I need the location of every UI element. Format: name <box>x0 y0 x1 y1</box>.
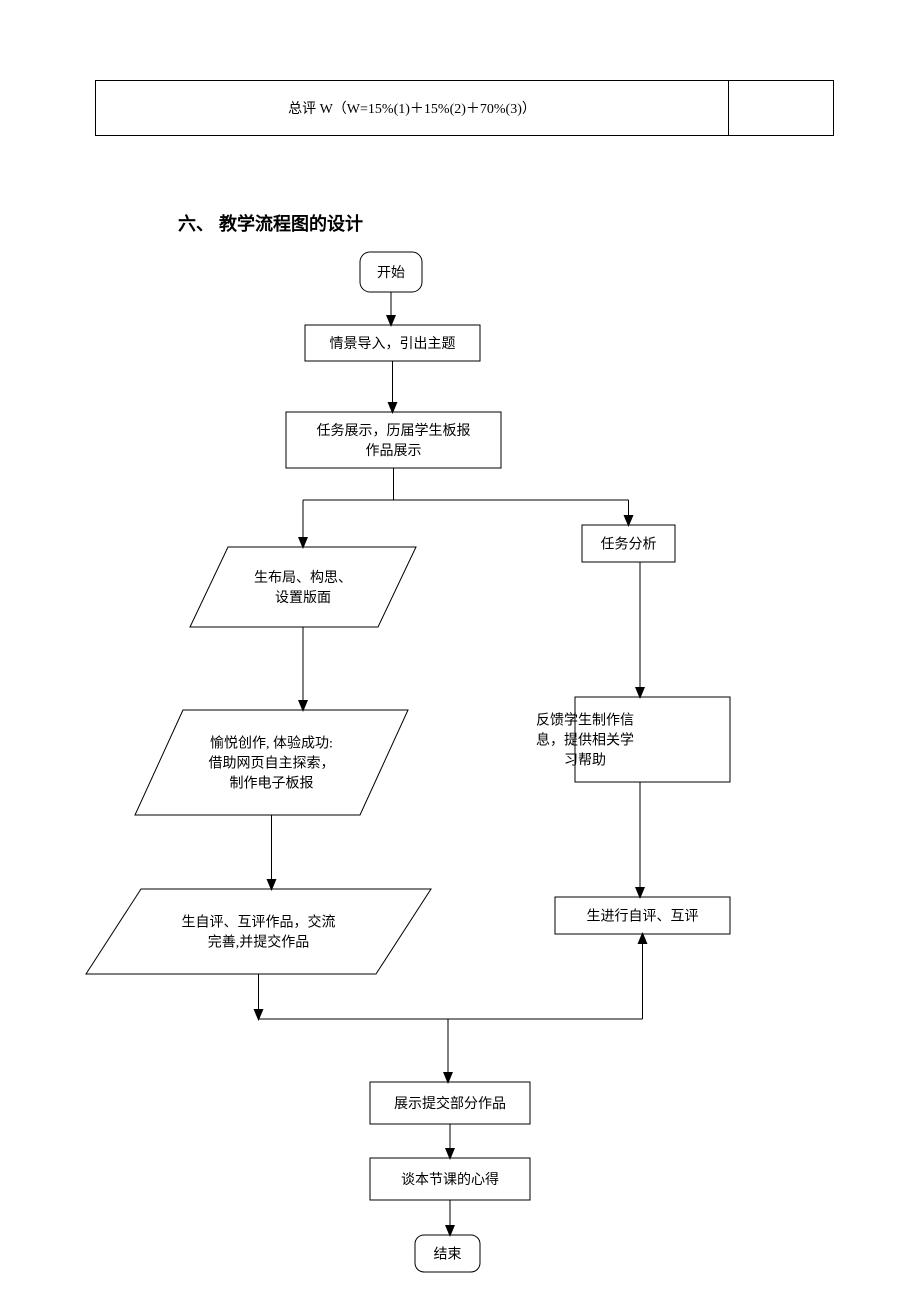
node-text-selfeval_left: 完善,并提交作品 <box>208 934 310 951</box>
node-text-task_show: 任务展示，历届学生板报 <box>317 423 471 439</box>
node-text-layout: 生布局、构思、 <box>254 570 352 586</box>
node-text-insights: 谈本节课的心得 <box>401 1171 499 1188</box>
node-text-display: 展示提交部分作品 <box>394 1095 506 1112</box>
node-layout <box>190 547 416 627</box>
node-text-selfeval_left: 生自评、互评作品，交流 <box>182 914 336 931</box>
node-text-feedback: 息，提供相关学 <box>536 732 634 749</box>
node-text-create: 借助网页自主探索， <box>209 755 335 772</box>
node-text-feedback: 反馈学生制作信 <box>536 713 634 729</box>
node-text-layout: 设置版面 <box>275 590 331 606</box>
node-text-create: 制作电子板报 <box>230 776 314 792</box>
node-text-task_analysis: 任务分析 <box>601 537 657 553</box>
node-text-scene: 情景导入，引出主题 <box>330 336 456 352</box>
node-text-create: 愉悦创作, 体验成功: <box>210 736 333 752</box>
node-text-end: 结束 <box>434 1247 462 1263</box>
node-text-start: 开始 <box>377 265 405 281</box>
node-text-selfeval_right: 生进行自评、互评 <box>587 909 699 925</box>
node-selfeval_left <box>86 889 431 974</box>
node-task_show <box>286 412 501 468</box>
node-text-feedback: 习帮助 <box>564 753 606 769</box>
node-text-task_show: 作品展示 <box>366 443 422 459</box>
flowchart-canvas: 开始情景导入，引出主题任务展示，历届学生板报作品展示任务分析生布局、构思、设置版… <box>0 0 920 1302</box>
